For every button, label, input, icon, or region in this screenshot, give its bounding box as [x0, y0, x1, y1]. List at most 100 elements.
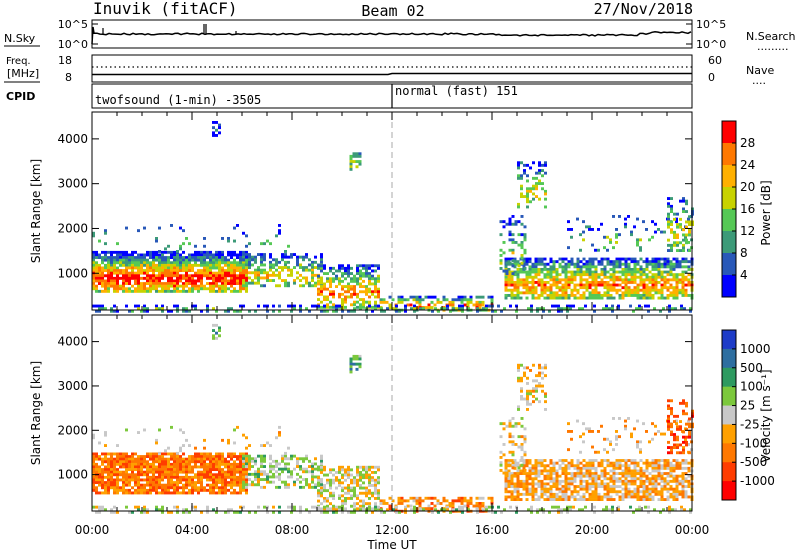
range-gate-cell — [528, 273, 532, 277]
range-gate-cell — [609, 498, 613, 501]
range-gate-cell — [332, 290, 335, 294]
range-gate-cell — [651, 262, 655, 266]
range-gate-cell — [685, 199, 688, 203]
range-gate-cell — [365, 266, 368, 270]
range-gate-cell — [675, 288, 679, 292]
range-gate-cell — [594, 291, 598, 295]
range-gate-cell — [645, 275, 649, 279]
range-gate-cell — [170, 486, 173, 490]
range-gate-cell — [606, 495, 610, 499]
range-gate-cell — [588, 283, 592, 287]
range-gate-cell — [552, 492, 556, 496]
range-gate-cell — [537, 485, 541, 488]
range-gate-cell — [359, 476, 362, 480]
range-gate-cell — [430, 300, 434, 304]
range-gate-cell — [537, 273, 541, 277]
range-gate-cell — [621, 268, 625, 271]
range-gate-cell — [137, 261, 140, 265]
range-gate-cell — [104, 491, 107, 495]
range-gate-cell — [594, 257, 598, 261]
range-gate-cell — [639, 265, 643, 269]
range-gate-cell — [245, 281, 248, 285]
range-gate-cell — [245, 255, 248, 259]
range-gate-cell — [362, 504, 365, 508]
range-gate-cell — [125, 491, 128, 495]
range-gate-cell — [359, 303, 362, 307]
range-gate-cell — [245, 478, 248, 482]
range-gate-cell — [272, 258, 275, 262]
range-gate-cell — [104, 242, 107, 246]
range-gate-cell — [606, 288, 610, 292]
nave-legend: .... — [752, 74, 766, 87]
range-gate-cell — [341, 303, 344, 307]
range-gate-cell — [329, 491, 332, 495]
range-gate-cell — [437, 309, 440, 313]
range-gate-cell — [98, 505, 101, 509]
range-gate-cell — [615, 435, 618, 439]
range-gate-cell — [176, 491, 179, 495]
range-gate-cell — [242, 457, 245, 461]
range-gate-cell — [684, 283, 688, 287]
range-gate-cell — [143, 460, 146, 464]
range-gate-cell — [134, 282, 137, 285]
range-gate-cell — [520, 448, 524, 452]
range-gate-cell — [92, 282, 95, 285]
range-gate-cell — [311, 467, 314, 471]
range-gate-cell — [305, 478, 308, 481]
range-gate-cell — [155, 307, 158, 311]
range-gate-cell — [260, 459, 263, 463]
range-gate-cell — [621, 464, 625, 468]
range-gate-cell — [374, 300, 377, 304]
range-gate-cell — [359, 484, 362, 487]
range-gate-cell — [341, 499, 344, 503]
range-gate-cell — [522, 270, 526, 274]
range-gate-cell — [606, 248, 609, 252]
range-gate-cell — [221, 261, 224, 265]
range-gate-cell — [561, 487, 565, 491]
range-gate-cell — [200, 457, 203, 461]
range-gate-cell — [540, 286, 544, 290]
range-gate-cell — [627, 273, 631, 277]
range-gate-cell — [669, 273, 673, 277]
range-gate-cell — [188, 282, 191, 285]
range-gate-cell — [149, 284, 152, 288]
range-gate-cell — [146, 478, 149, 482]
range-gate-cell — [660, 459, 664, 462]
range-gate-cell — [688, 233, 691, 237]
range-gate-cell — [689, 307, 692, 311]
range-gate-cell — [520, 387, 523, 391]
range-gate-cell — [675, 281, 679, 284]
range-gate-cell — [299, 309, 302, 313]
range-gate-cell — [688, 430, 691, 434]
range-gate-cell — [371, 309, 374, 313]
range-gate-cell — [218, 126, 221, 130]
range-gate-cell — [215, 491, 218, 495]
range-gate-cell — [591, 472, 595, 475]
range-gate-cell — [648, 278, 652, 282]
range-gate-cell — [260, 255, 263, 259]
range-gate-cell — [239, 279, 242, 283]
range-gate-cell — [335, 285, 338, 288]
range-gate-cell — [167, 279, 170, 283]
range-gate-cell — [633, 461, 637, 465]
range-gate-cell — [356, 497, 359, 500]
range-gate-cell — [158, 457, 161, 461]
range-gate-cell — [511, 417, 515, 420]
range-gate-cell — [451, 303, 455, 307]
range-gate-cell — [663, 281, 667, 284]
range-gate-cell — [215, 128, 218, 132]
range-gate-cell — [170, 282, 173, 285]
range-gate-cell — [642, 487, 646, 491]
range-gate-cell — [555, 461, 559, 465]
range-gate-cell — [567, 498, 571, 501]
range-gate-cell — [564, 273, 568, 277]
range-gate-cell — [597, 291, 601, 295]
range-gate-cell — [248, 253, 251, 256]
range-gate-cell — [326, 504, 329, 508]
range-gate-cell — [101, 505, 104, 509]
range-gate-cell — [660, 477, 664, 481]
range-gate-cell — [538, 400, 541, 404]
range-gate-cell — [203, 460, 206, 464]
range-gate-cell — [400, 496, 404, 500]
range-gate-cell — [287, 457, 290, 461]
